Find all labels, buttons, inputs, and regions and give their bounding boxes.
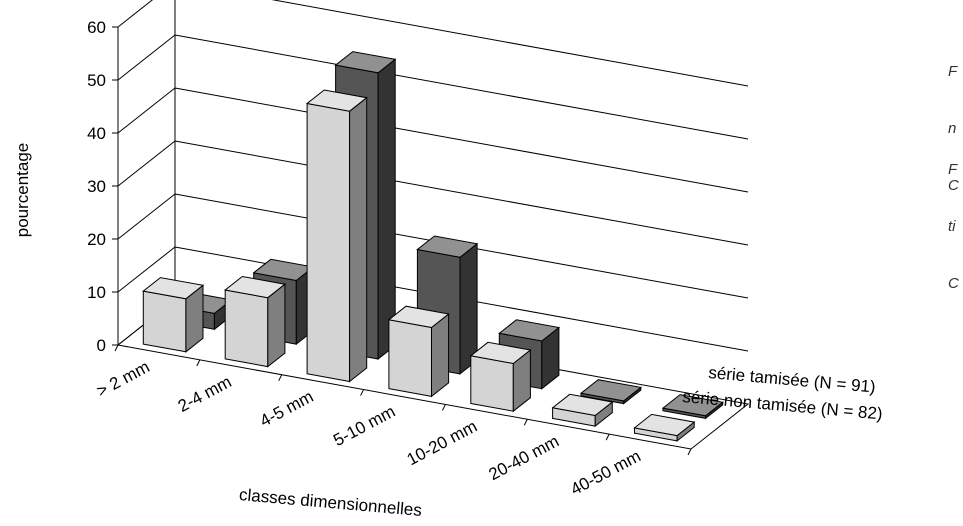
y-tick-label: 30 [87,177,106,196]
bar-top [661,394,724,417]
x-tick-label: 40-50 mm [567,446,643,499]
bar-series-2 [305,89,368,383]
bar-top [633,413,696,437]
y-tick-label: 50 [87,71,106,90]
bar-top [224,275,287,299]
side-note-b-line: F [948,161,958,178]
bar-series-2 [224,275,287,368]
side-note-a: F n C [948,24,959,214]
bar-front [388,319,432,397]
bar-top [416,235,479,258]
y-tick-label: 20 [87,230,106,249]
gridline [271,0,749,87]
bar-top [579,379,642,402]
y-tick-label: 60 [87,18,106,37]
bar-side [431,312,450,398]
y-tick-label: 0 [97,336,106,355]
bar-side [349,96,368,383]
x-tick-mark [441,404,446,411]
gridline-side [117,193,176,240]
x-tick-mark [196,359,201,367]
gridline-side [117,246,176,293]
x-tick-mark [114,344,119,352]
y-tick-label: 40 [87,124,106,143]
bar-series-1 [661,394,724,420]
legend: série tamisée (N = 91)série non tamisée … [682,363,884,423]
side-note-a-line: F [948,63,958,80]
x-axis-label: classes dimensionnelles [238,485,422,520]
gridline-side [117,34,176,81]
x-tick-mark [523,419,528,426]
bar-series-2 [469,341,532,413]
x-tick-label: > 2 mm [93,357,152,401]
y-axis-ticks: 0 10 20 30 40 50 60 [87,18,118,355]
side-note-b-line: C [948,275,959,292]
gridline-side [117,87,176,134]
x-tick-label: 2-4 mm [175,372,235,416]
gridline-side [117,0,154,28]
bar-series-1 [579,379,642,405]
x-tick-label: 5-10 mm [330,402,398,450]
x-tick-mark [687,448,692,456]
y-tick-label: 10 [87,283,106,302]
bar-top [469,341,532,365]
bar-series-2 [633,413,696,442]
y-axis-label: pourcentage [13,143,32,238]
bar-top [387,305,450,329]
bar-top [142,277,205,300]
bar-series-2 [387,305,450,398]
x-tick-mark [360,389,365,396]
side-note-a-line: n [948,120,957,137]
bar-front [306,102,351,383]
gridline [174,140,749,246]
bar-front [470,355,514,412]
bar-series-2 [142,277,205,353]
x-tick-mark [605,433,610,441]
bar-top [551,393,614,417]
x-tick-label: 20-40 mm [486,431,562,484]
bar-top [334,51,397,74]
bar-top [498,319,561,342]
x-tick-mark [278,374,283,381]
side-note-a-line: C [948,177,959,194]
gridline [174,87,749,193]
gridline-side [117,140,176,187]
bar-side [267,283,286,368]
bar-front [224,289,269,368]
bar-top [305,89,368,112]
bar-front [142,290,187,353]
gridline [174,34,749,140]
x-tick-label: 10-20 mm [404,417,480,470]
bar-series-2 [551,393,614,428]
x-tick-label: 4-5 mm [257,387,317,431]
bar-side [377,58,396,361]
bars [142,51,724,442]
side-note-b-line: ti [948,218,956,235]
side-note-b: F ti C [948,122,959,312]
